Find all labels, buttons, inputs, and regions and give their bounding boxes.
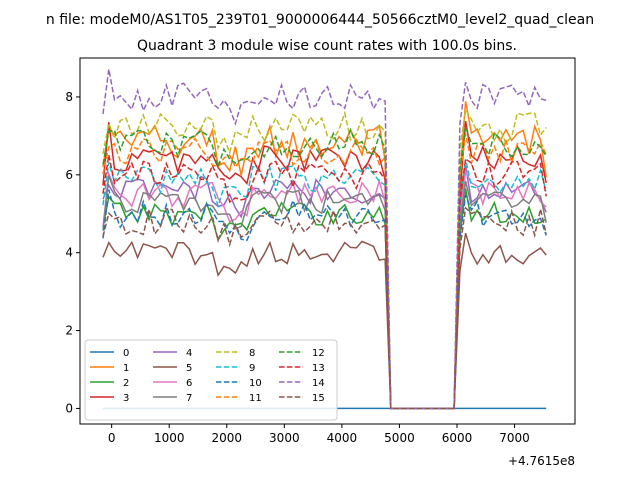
legend-label-4: 4 <box>186 348 192 359</box>
series-line-12 <box>102 126 547 410</box>
series-line-6 <box>102 168 547 410</box>
legend-label-9: 9 <box>249 363 255 374</box>
plot-area: 0 1000 2000 3000 4000 5000 6000 7000 0 2 4 6 8 <box>65 57 576 445</box>
series-layer <box>102 69 547 410</box>
series-line-13 <box>102 154 547 410</box>
legend-label-2: 2 <box>123 378 129 389</box>
series-line-9 <box>102 158 547 410</box>
chart-title: Quadrant 3 module wise count rates with … <box>137 38 517 54</box>
figure-suptitle: n file: modeM0/AS1T05_239T01_9000006444_… <box>46 12 594 28</box>
series-line-8 <box>102 107 547 410</box>
series-line-3 <box>102 120 547 410</box>
series-line-2 <box>102 188 547 410</box>
x-offset-label: +4.7615e8 <box>508 454 575 468</box>
legend-label-12: 12 <box>312 348 325 359</box>
series-line-14 <box>102 69 547 410</box>
x-tick-label: 2000 <box>211 431 242 445</box>
y-tick-label: 2 <box>65 324 73 338</box>
legend-label-0: 0 <box>123 348 129 359</box>
legend-label-13: 13 <box>312 363 325 374</box>
legend-frame <box>84 339 338 421</box>
legend-label-6: 6 <box>186 378 192 389</box>
legend-label-3: 3 <box>123 393 129 404</box>
y-tick-label: 6 <box>65 168 73 182</box>
series-line-10 <box>102 189 547 410</box>
x-tick-label: 1000 <box>154 431 185 445</box>
x-tick-label: 4000 <box>327 431 358 445</box>
series-line-5 <box>102 232 547 410</box>
y-tick-label: 8 <box>65 90 73 104</box>
x-tick-label: 6000 <box>442 431 473 445</box>
plot-frame <box>79 57 576 425</box>
legend-label-15: 15 <box>312 393 325 404</box>
series-line-7 <box>102 175 547 410</box>
legend-label-11: 11 <box>249 393 262 404</box>
y-tick-label: 0 <box>65 401 73 415</box>
legend-label-14: 14 <box>312 378 325 389</box>
series-line-4 <box>102 165 547 410</box>
legend-label-8: 8 <box>249 348 255 359</box>
legend-label-10: 10 <box>249 378 262 389</box>
x-tick-label: 0 <box>108 431 116 445</box>
x-tick-label: 5000 <box>384 431 415 445</box>
x-tick-label: 3000 <box>269 431 300 445</box>
y-tick-label: 4 <box>65 246 73 260</box>
series-line-15 <box>102 206 547 410</box>
legend-label-7: 7 <box>186 393 192 404</box>
x-tick-label: 7000 <box>499 431 530 445</box>
ticks-layer: 0 1000 2000 3000 4000 5000 6000 7000 0 2 4 6 8 <box>65 90 529 445</box>
legend-label-1: 1 <box>123 363 129 374</box>
series-line-1 <box>102 101 547 410</box>
legend-label-5: 5 <box>186 363 192 374</box>
